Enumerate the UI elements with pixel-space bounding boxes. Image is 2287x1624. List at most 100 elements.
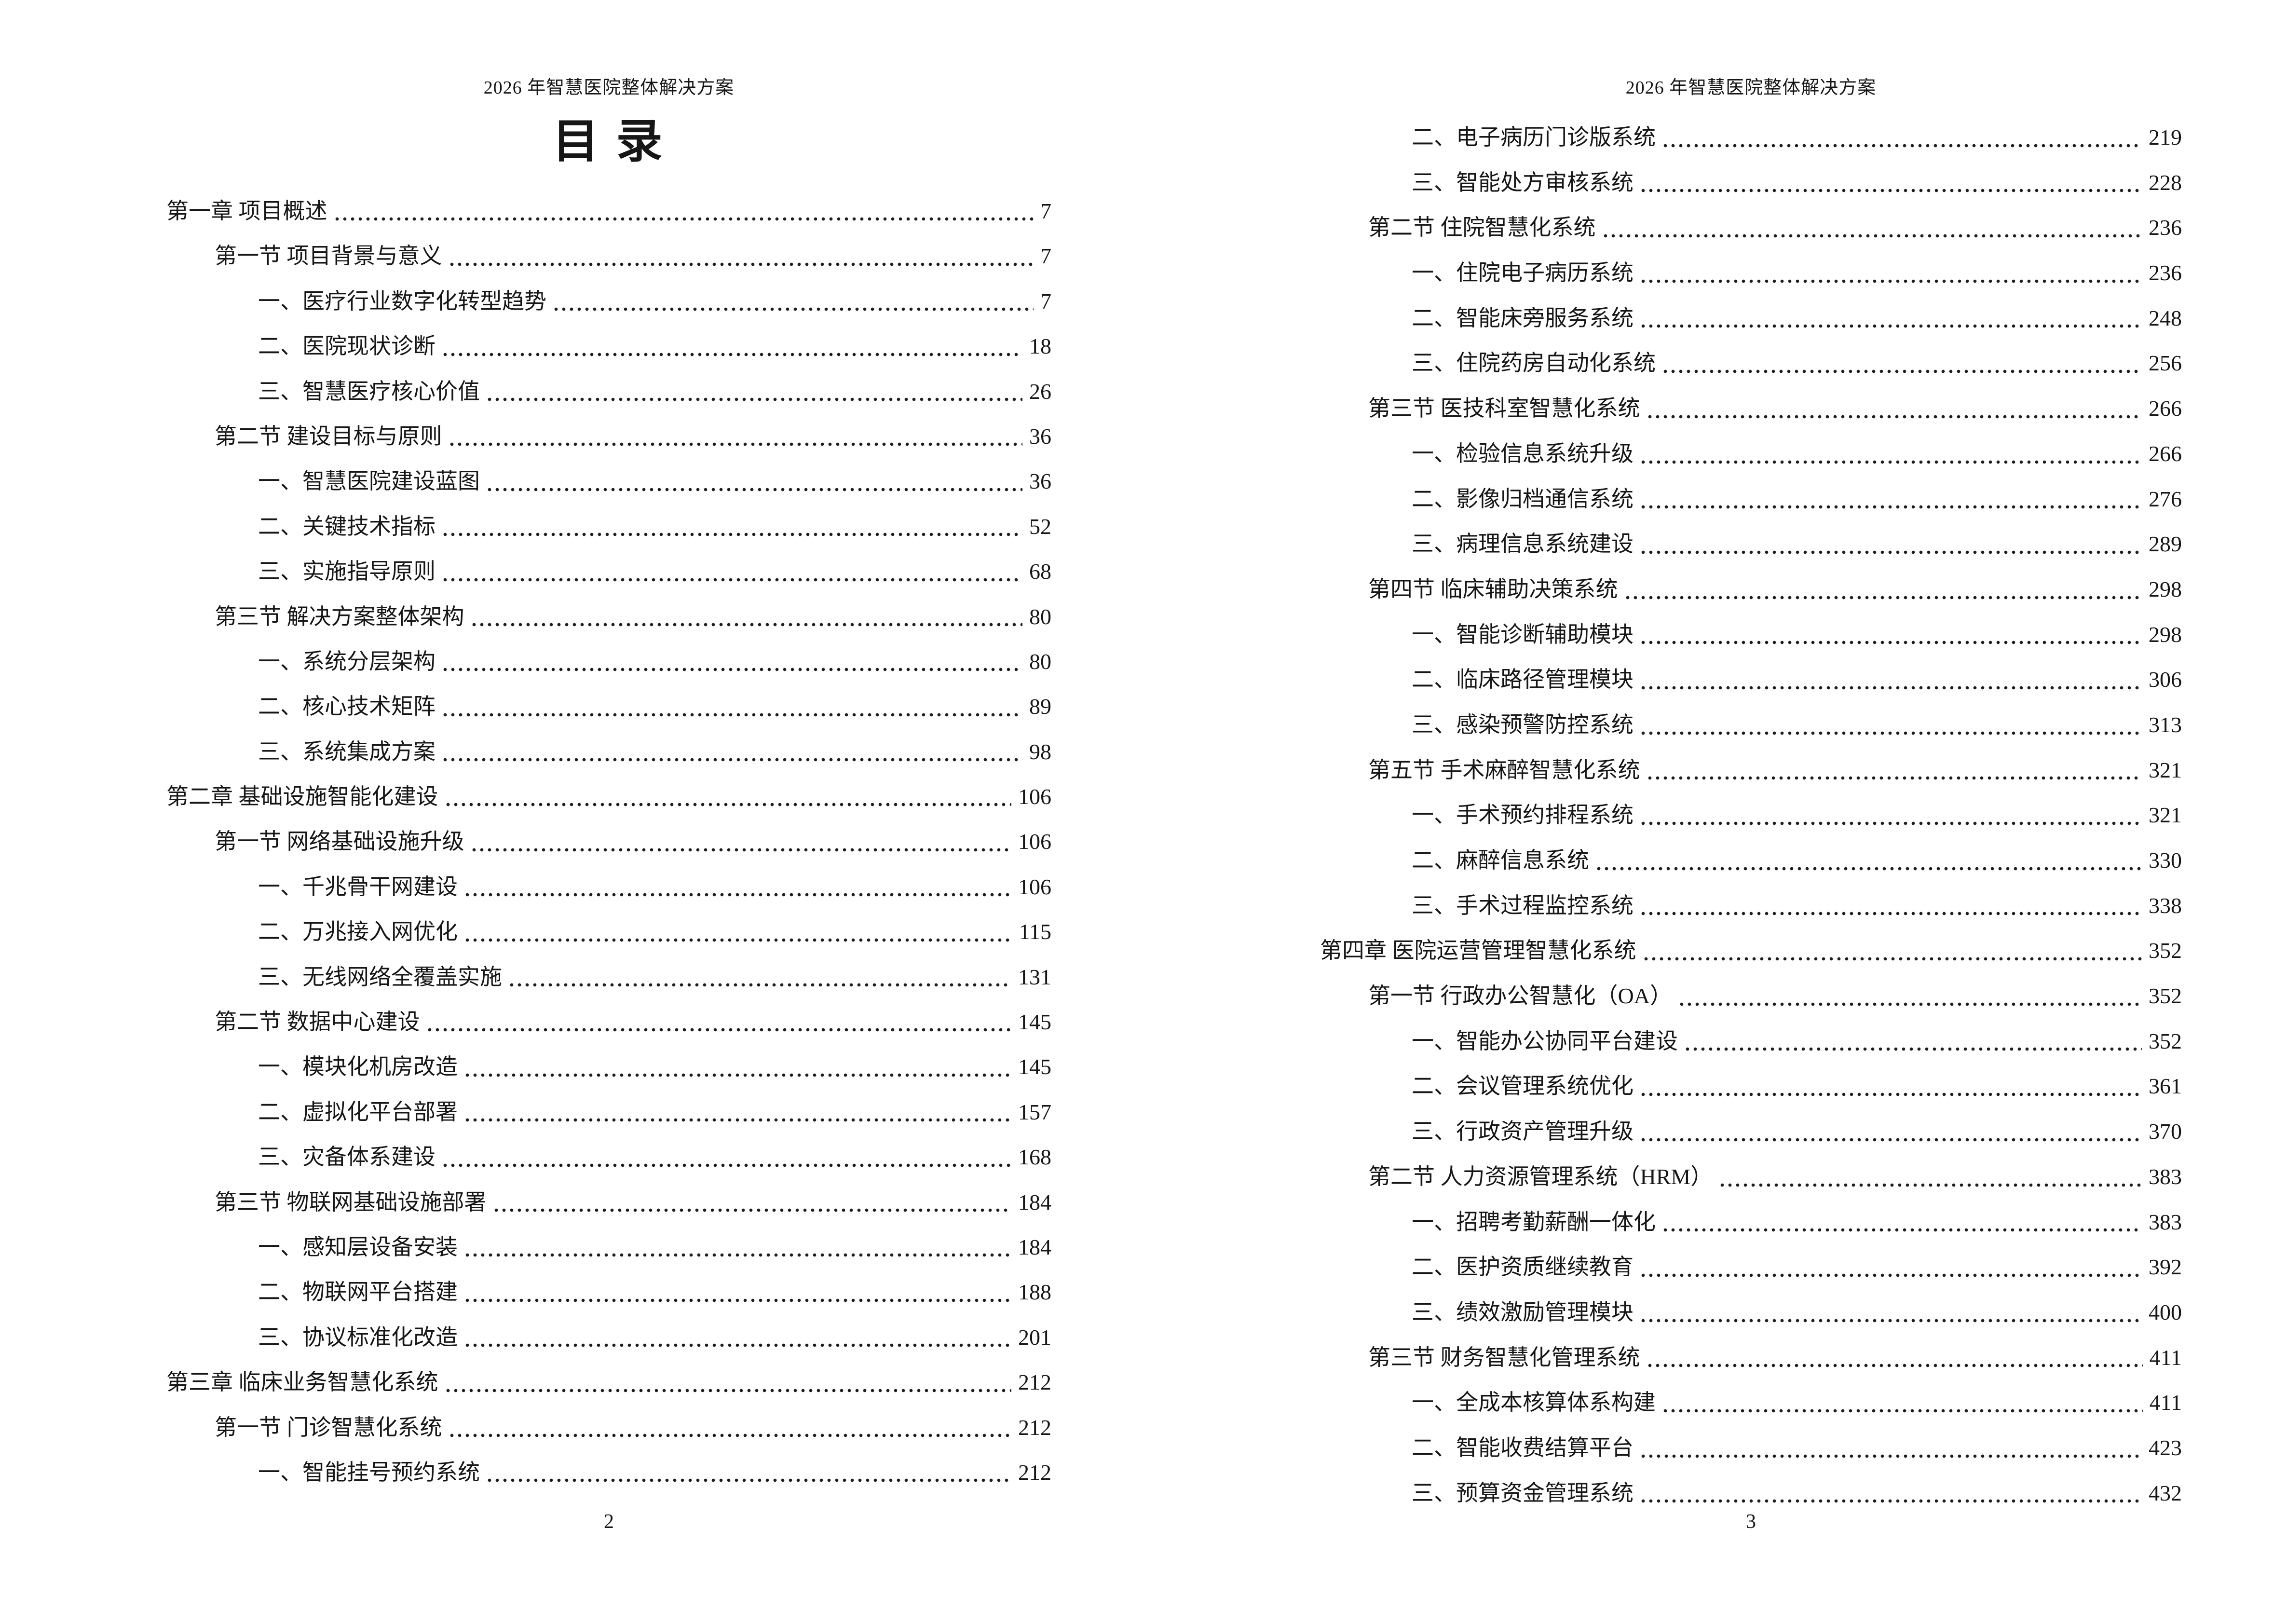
toc-dot-leader [1638,1470,2142,1516]
toc-entry-label: 第五节 手术麻醉智慧化系统 [1368,757,1640,782]
toc-entry: 一、检验信息系统升级 266 [1320,431,2182,477]
toc-entry-page: 321 [2149,803,2182,828]
toc-entry-label: 第三节 财务智慧化管理系统 [1368,1345,1640,1370]
toc-entry-page: 228 [2149,170,2182,195]
toc-entry: 第三节 财务智慧化管理系统 411 [1320,1335,2182,1380]
toc-entry: 第三章 临床业务智慧化系统 212 [166,1360,1051,1405]
toc-entry: 第四节 临床辅助决策系统 298 [1320,566,2182,612]
toc-entry: 二、智能床旁服务系统 248 [1320,295,2182,341]
toc-entry-page: 201 [1018,1324,1051,1350]
toc-dot-leader [1638,1064,2142,1109]
toc-entry: 二、麻醉信息系统 330 [1320,838,2182,883]
toc-entry: 三、实施指导原则 68 [166,549,1051,594]
toc-entry-page: 298 [2149,576,2182,601]
toc-dot-leader [1622,566,2142,612]
toc-entry: 二、电子病历门诊版系统 219 [1320,115,2182,160]
toc-entry-page: 80 [1029,649,1051,674]
page-number: 2 [604,1511,614,1533]
toc-entry-label: 三、协议标准化改造 [258,1324,458,1350]
toc-entry-label: 一、智能挂号预约系统 [258,1460,480,1485]
toc-entry-label: 一、千兆骨干网建设 [258,874,458,899]
toc-dot-leader [443,774,1011,819]
toc-entry: 一、感知层设备安装 184 [166,1224,1051,1270]
toc-entry-page: 321 [2149,757,2182,782]
toc-entry-page: 276 [2149,486,2182,511]
toc-entry-label: 三、绩效激励管理模块 [1412,1299,1634,1324]
toc-dot-leader [332,189,1034,234]
toc-entry: 第一节 门诊智慧化系统 212 [166,1405,1051,1450]
toc-entry-page: 236 [2149,215,2182,240]
toc-entry-label: 三、病理信息系统建设 [1412,532,1634,557]
toc-dot-leader [1638,1244,2142,1290]
toc-dot-leader [440,324,1022,369]
toc-entry-label: 一、感知层设备安装 [258,1234,458,1259]
toc-entry: 第四章 医院运营管理智慧化系统 352 [1320,928,2182,974]
toc-entry-page: 392 [2149,1255,2182,1280]
toc-entry-label: 第四节 临床辅助决策系统 [1368,576,1618,601]
toc-entry-page: 338 [2149,893,2182,918]
toc-entry-label: 二、虚拟化平台部署 [258,1099,458,1124]
toc-entry-page: 52 [1029,514,1051,539]
toc-entry: 三、预算资金管理系统 432 [1320,1470,2182,1516]
toc-entry: 一、智能挂号预约系统 212 [166,1449,1051,1495]
toc-entry-page: 131 [1018,964,1051,989]
toc-entry-page: 145 [1018,1054,1051,1079]
toc-dot-leader [440,684,1022,729]
toc-entry-page: 370 [2149,1119,2182,1144]
toc-entry: 三、手术过程监控系统 338 [1320,883,2182,928]
toc-entry-label: 第一节 网络基础设施升级 [215,829,464,854]
toc-entry-label: 第四章 医院运营管理智慧化系统 [1320,938,1636,963]
toc-dot-leader [1661,1199,2142,1245]
toc-entry: 三、绩效激励管理模块 400 [1320,1289,2182,1335]
toc-entry-page: 157 [1018,1099,1051,1124]
toc-entry: 二、智能收费结算平台 423 [1320,1425,2182,1471]
toc-entry: 三、智慧医疗核心价值 26 [166,368,1051,414]
toc-entry-page: 106 [1018,874,1051,899]
toc-entry-label: 第二节 数据中心建设 [215,1010,420,1035]
toc-entry-label: 二、电子病历门诊版系统 [1412,125,1656,150]
toc-entry-page: 256 [2149,351,2182,376]
toc-page-2: 2026 年智慧医院整体解决方案 目 录 第一章 项目概述 7 第一节 项目背景与意… [166,78,1051,1533]
toc-dot-leader [1683,1018,2142,1064]
toc-entry-page: 352 [2149,1028,2182,1053]
toc-entry: 三、系统集成方案 98 [166,729,1051,775]
toc-entry: 第一节 项目背景与意义 7 [166,233,1051,279]
toc-entry-label: 第二节 建设目标与原则 [215,423,442,449]
toc-entry: 第一节 网络基础设施升级 106 [166,819,1051,864]
toc-entry-label: 三、行政资产管理升级 [1412,1119,1634,1144]
toc-entry-page: 212 [1018,1370,1051,1395]
toc-entry-page: 330 [2149,848,2182,873]
toc-entry-label: 二、麻醉信息系统 [1412,848,1589,873]
toc-list: 二、电子病历门诊版系统 219 三、智能处方审核系统 228 第二节 住院智慧化系统 23… [1320,115,2182,1516]
toc-entry: 第五节 手术麻醉智慧化系统 321 [1320,747,2182,793]
toc-dot-leader [469,594,1022,639]
toc-dot-leader [440,639,1022,684]
toc-entry: 三、无线网络全覆盖实施 131 [166,954,1051,1000]
toc-entry-page: 411 [2149,1390,2182,1415]
toc-entry: 第二节 数据中心建设 145 [166,999,1051,1045]
toc-entry: 第三节 医技科室智慧化系统 266 [1320,386,2182,431]
toc-entry: 一、千兆骨干网建设 106 [166,864,1051,910]
toc-entry-label: 第一节 行政办公智慧化（OA） [1368,983,1672,1009]
toc-entry-label: 二、医护资质继续教育 [1412,1255,1634,1280]
toc-dot-leader [463,1269,1011,1315]
toc-entry: 一、智能诊断辅助模块 298 [1320,612,2182,657]
toc-entry: 二、临床路径管理模块 306 [1320,657,2182,702]
toc-dot-leader [463,1224,1011,1270]
toc-entry-page: 80 [1029,604,1051,629]
toc-entry: 二、医护资质继续教育 392 [1320,1244,2182,1290]
toc-entry: 三、感染预警防控系统 313 [1320,702,2182,748]
toc-entry-page: 306 [2149,667,2182,692]
toc-entry-label: 一、智能诊断辅助模块 [1412,622,1634,647]
page-number: 3 [1746,1511,1756,1533]
toc-dot-leader [1638,295,2142,341]
toc-entry-label: 二、智能收费结算平台 [1412,1435,1634,1460]
toc-entry-page: 168 [1018,1145,1051,1170]
toc-entry-page: 7 [1040,244,1051,269]
toc-dot-leader [1638,1109,2142,1154]
toc-dot-leader [1594,838,2142,883]
toc-entry-label: 一、智能办公协同平台建设 [1412,1028,1678,1053]
toc-entry: 一、手术预约排程系统 321 [1320,792,2182,838]
toc-entry-label: 第三章 临床业务智慧化系统 [166,1370,438,1395]
toc-entry-label: 第三节 解决方案整体架构 [215,604,464,629]
